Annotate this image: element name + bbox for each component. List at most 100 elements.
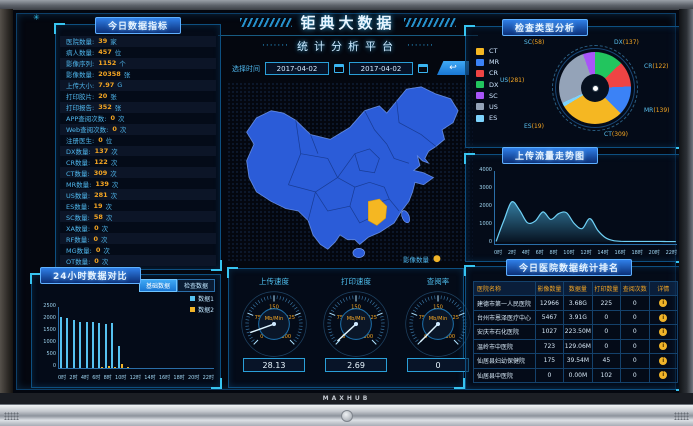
bottom-bezel: MAXHUB — [0, 393, 693, 404]
legend-item: US — [476, 103, 499, 111]
donut-chart — [552, 45, 638, 131]
table-row: 建德市第一人民医院 12966 3.68G 225 0 i — [474, 296, 677, 311]
legend-item: ES — [476, 114, 499, 122]
svg-text:300: 300 — [445, 334, 455, 340]
chart-legend: 数据1 数据2 — [190, 294, 214, 314]
stat-row: 医院数量: 39 家 — [60, 36, 216, 47]
detail-icon[interactable]: i — [659, 313, 668, 322]
bezel-left — [0, 9, 13, 393]
tab-检查数据[interactable]: 检查数据 — [176, 279, 215, 292]
speaker-grille-icon — [674, 412, 689, 420]
gauge-value: 0 — [407, 358, 469, 372]
stat-row: XA数量: 0 次 — [66, 223, 109, 233]
page-title: 钜典大数据 ······· 统计分析平台 ······· — [218, 12, 478, 54]
x-axis-labels: 0时 2时 4时 6时 8时 10时 12时 14时 16时 18时 20时 22时 — [494, 250, 677, 256]
stat-row: MR数量: 139 次 — [66, 179, 119, 189]
gauge-打印速度: 打印速度 0 75 150 225 300 Mb/Min 2.69 — [315, 273, 397, 383]
calendar-icon[interactable] — [418, 64, 428, 73]
bar-group — [65, 307, 71, 368]
hourly-comparison-panel: 24小时数据对比 基础数据 检查数据 数据1 数据2 2500 2000 1500 100… — [30, 267, 222, 389]
stat-row: OT数量: 0 次 — [60, 255, 216, 267]
stat-row: US数量: 281 次 — [60, 189, 216, 201]
bar-group — [78, 307, 84, 368]
tab-基础数据[interactable]: 基础数据 — [138, 279, 177, 292]
svg-text:225: 225 — [367, 315, 377, 321]
date-filter-label: 选择时间 — [232, 64, 260, 73]
table-header: 医院名称 影像数量 数据量 打印数量 查阅次数 详情 — [474, 282, 677, 297]
detail-icon[interactable]: i — [659, 356, 668, 365]
calendar-icon[interactable] — [334, 64, 344, 73]
stat-row: RF数量: 0 次 — [60, 233, 216, 245]
tab-bar: 基础数据 检查数据 — [138, 279, 215, 292]
map-legend: 影像数量 ● — [403, 254, 441, 264]
bar-group — [111, 307, 117, 368]
legend-item: SC — [476, 92, 499, 100]
speaker-grille-icon — [4, 412, 19, 420]
svg-text:300: 300 — [281, 334, 291, 340]
bar-group — [124, 307, 130, 368]
bar-group — [85, 307, 91, 368]
svg-text:75: 75 — [419, 315, 426, 321]
stat-row: SC数量: 58 次 — [60, 211, 216, 223]
donut-center-dot — [591, 84, 599, 92]
gauges-row: 上传速度 0 75 150 225 300 Mb/Min 28.13 打印速度 0 75 150 225… — [233, 273, 471, 383]
svg-text:150: 150 — [433, 304, 443, 310]
stat-row: CT数量: 309 次 — [60, 167, 216, 179]
detail-icon[interactable]: i — [659, 371, 668, 380]
stat-row: MG数量: 0 次 — [66, 245, 110, 255]
svg-text:300: 300 — [363, 334, 373, 340]
bar-chart — [58, 307, 214, 369]
panel-title: 上传流量走势图 — [502, 147, 599, 164]
decor-asterisk-icon: ✳ — [33, 13, 40, 22]
detail-icon[interactable]: i — [659, 299, 668, 308]
gauge-value: 2.69 — [325, 358, 387, 372]
china-map[interactable] — [235, 82, 465, 260]
svg-text:225: 225 — [449, 315, 459, 321]
legend-item: CT — [476, 47, 499, 55]
return-arrow-icon: ↩ — [449, 63, 457, 73]
date-to-input[interactable]: 2017-04-02 — [349, 62, 413, 75]
taiwan-island — [401, 210, 410, 224]
x-axis-labels: 0时 2时 4时 6时 8时 10时 12时 14时 16时 18时 20时 22时 — [58, 375, 214, 381]
bar-group — [207, 307, 213, 368]
stat-row: 上传大小: 7.97 G — [60, 79, 216, 91]
donut-callout: CR(122) — [644, 63, 669, 70]
highlighted-province — [368, 198, 388, 226]
table-row: 仙居县中医院 0 0.00M 102 0 i — [474, 368, 677, 382]
panel-title: 今日数据指标 — [94, 17, 182, 34]
bar-group — [98, 307, 104, 368]
bar-group — [72, 307, 78, 368]
bezel-right — [679, 9, 693, 393]
bar-group — [59, 307, 65, 368]
stat-row: Web查阅次数: 0 次 — [60, 123, 216, 135]
dots-decor: ······· — [261, 40, 289, 51]
svg-text:75: 75 — [337, 315, 344, 321]
detail-icon[interactable]: i — [659, 342, 668, 351]
dots-decor: ······· — [407, 40, 435, 51]
stat-row: ES数量: 19 次 — [66, 201, 112, 211]
stat-row: 病人数量: 457 位 — [66, 48, 122, 58]
donut-legend: CT MR CR DX SC US ES — [476, 47, 499, 122]
date-from-input[interactable]: 2017-04-02 — [265, 62, 329, 75]
bezel-top — [0, 0, 693, 10]
svg-text:Mb/Min: Mb/Min — [429, 316, 447, 322]
return-button[interactable]: ↩ — [437, 61, 469, 75]
stat-row: DX数量: 137 次 — [60, 145, 216, 157]
donut-callout: SC(58) — [524, 39, 545, 46]
power-button[interactable] — [340, 409, 353, 422]
detail-icon[interactable]: i — [659, 327, 668, 336]
stat-row: 影像数量: 20358 张 — [66, 70, 131, 80]
gauge-value: 28.13 — [243, 358, 305, 372]
svg-text:75: 75 — [255, 315, 262, 321]
bar-group — [104, 307, 110, 368]
donut-callout: ES(19) — [524, 123, 544, 130]
stat-row: 打印胶片: 20 张 — [66, 92, 117, 102]
legend-item: MR — [476, 58, 499, 66]
bar-group — [91, 307, 97, 368]
stat-row: 影像序列: 1152 个 — [60, 57, 216, 69]
panel-title: 24小时数据对比 — [40, 267, 141, 284]
gauge-上传速度: 上传速度 0 75 150 225 300 Mb/Min 28.13 — [233, 273, 315, 383]
stand-bar — [0, 404, 693, 426]
